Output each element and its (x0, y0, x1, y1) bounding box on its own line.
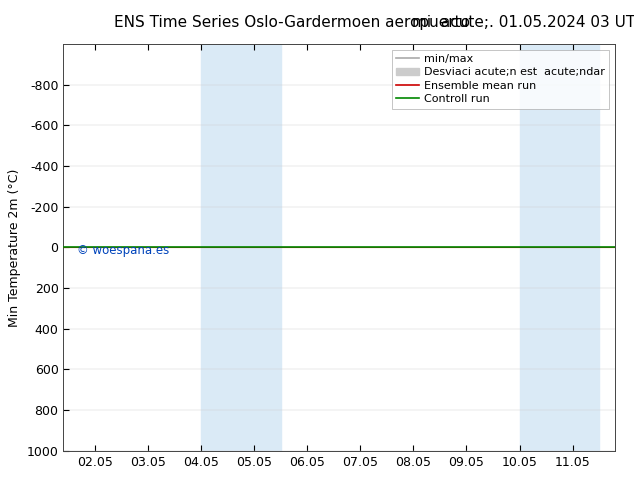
Y-axis label: Min Temperature 2m (°C): Min Temperature 2m (°C) (8, 168, 21, 327)
Text: ENS Time Series Oslo-Gardermoen aeropuerto: ENS Time Series Oslo-Gardermoen aeropuer… (114, 15, 470, 30)
Text: mi  acute;. 01.05.2024 03 UTC: mi acute;. 01.05.2024 03 UTC (412, 15, 634, 30)
Legend: min/max, Desviaci acute;n est  acute;ndar, Ensemble mean run, Controll run: min/max, Desviaci acute;n est acute;ndar… (392, 49, 609, 109)
Text: © woespana.es: © woespana.es (77, 244, 169, 257)
Bar (519, 44, 599, 451)
Bar (202, 44, 281, 451)
